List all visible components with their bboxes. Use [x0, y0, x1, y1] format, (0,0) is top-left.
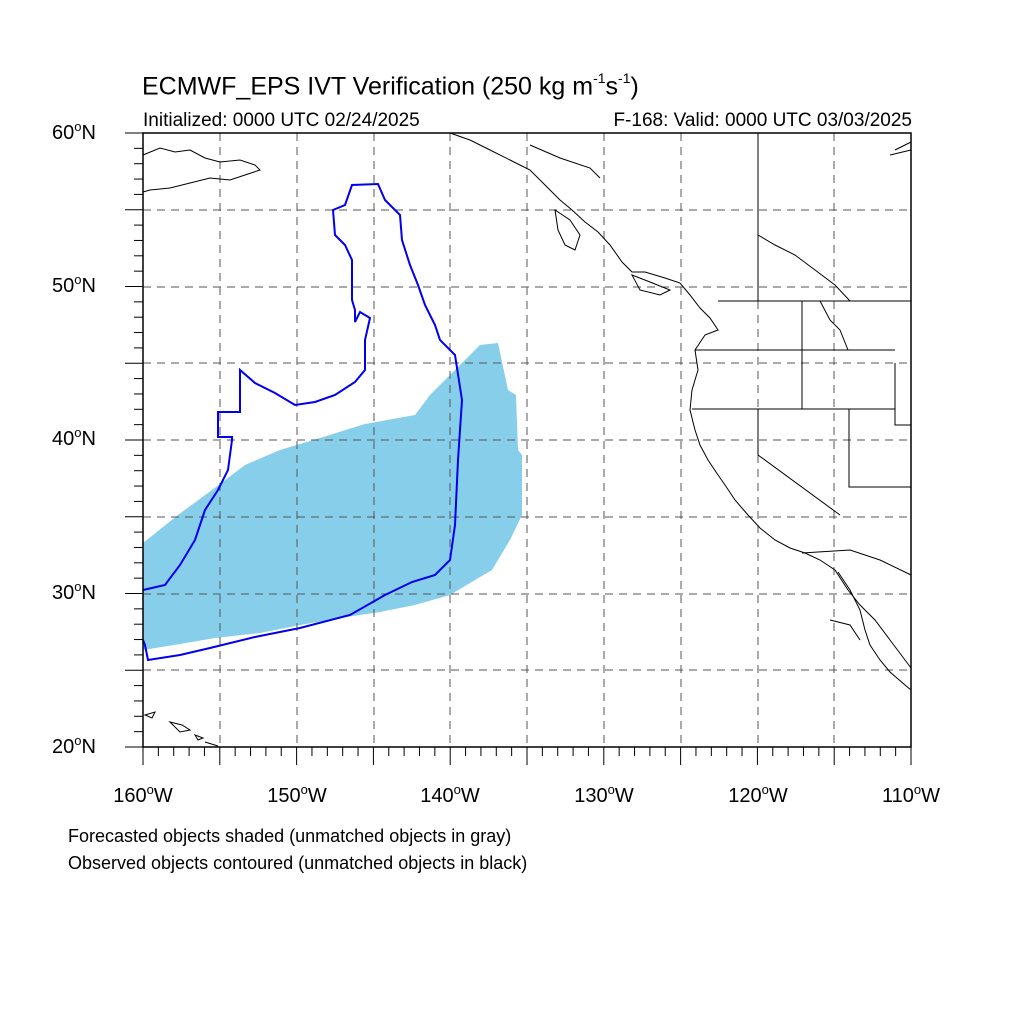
- political-borders: [692, 133, 912, 576]
- initialized-label: Initialized: 0000 UTC 02/24/2025: [143, 110, 420, 131]
- lat-label-30: 30oN: [52, 579, 96, 604]
- lat-label-40: 40oN: [52, 425, 96, 450]
- observed-object-contour: [142, 182, 464, 662]
- lon-label-130: 130oW: [574, 782, 634, 807]
- lon-label-110: 110oW: [881, 782, 940, 807]
- lon-label-120: 120oW: [728, 782, 788, 807]
- lat-label-60: 60oN: [52, 119, 96, 144]
- map-title: ECMWF_EPS IVT Verification (250 kg m-1s-…: [142, 70, 639, 101]
- coastlines: [142, 132, 912, 747]
- lon-label-160: 160oW: [113, 782, 173, 807]
- valid-label: F-168: Valid: 0000 UTC 03/03/2025: [613, 110, 912, 131]
- footnote-observed: Observed objects contoured (unmatched ob…: [68, 853, 528, 873]
- forecast-object: [143, 343, 522, 650]
- lat-label-50: 50oN: [52, 272, 96, 297]
- footnote-forecast: Forecasted objects shaded (unmatched obj…: [68, 826, 512, 846]
- graticule: [143, 133, 911, 747]
- lat-label-20: 20oN: [52, 733, 96, 758]
- lon-label-150: 150oW: [267, 782, 327, 807]
- lon-label-140: 140oW: [420, 782, 480, 807]
- axis-ticks: [125, 132, 912, 765]
